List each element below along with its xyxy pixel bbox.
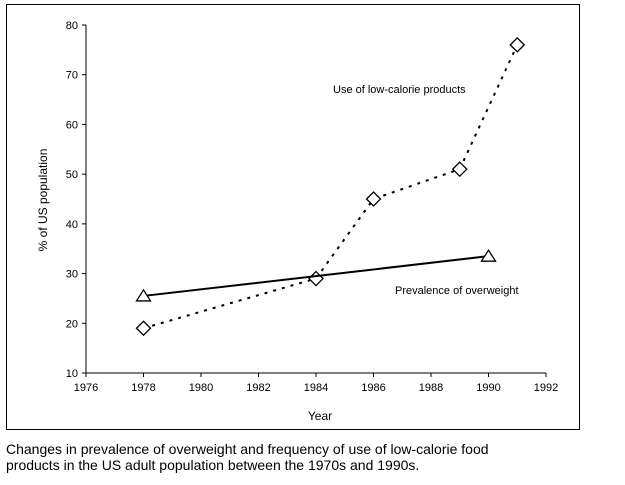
series-line-0 [143,44,519,330]
y-tick-label: 50 [66,169,78,181]
y-tick-label: 10 [66,368,78,380]
data-point-diamond [308,270,324,287]
y-tick-label: 80 [66,20,78,32]
y-tick-label: 60 [66,119,78,131]
figure-frame [6,4,580,430]
x-tick-label: 1988 [419,382,443,394]
series-label-low-calorie: Use of low-calorie products [333,84,466,96]
line-chart: 10 20 30 40 50 60 70 80 1976 1978 1980 1982 1984 198… [36,20,558,423]
data-point-diamond [365,191,382,207]
series-line-1 [143,255,489,297]
x-tick-label: 1980 [189,382,213,394]
y-tick-label: 40 [66,219,78,231]
y-tick-label: 20 [66,318,78,330]
x-tick-label: 1976 [74,382,98,394]
series-group [135,36,526,337]
data-point-triangle [135,288,152,302]
x-tick-label: 1978 [131,382,155,394]
x-axis-ticks: 1976 1978 1980 1982 1984 1986 1988 1990 1992 [74,373,558,394]
x-axis-title: Year [308,409,332,423]
x-tick-label: 1992 [534,382,558,394]
x-tick-label: 1986 [361,382,385,394]
data-point-diamond [135,320,152,337]
data-point-triangle [480,248,497,262]
y-axis-title: % of US population [36,149,50,252]
figure-caption: Changes in prevalence of overweight and … [6,441,489,473]
x-tick-label: 1982 [246,382,270,394]
x-tick-label: 1984 [304,382,328,394]
y-tick-label: 30 [66,269,78,281]
axes [85,25,546,374]
x-tick-label: 1990 [476,382,500,394]
series-label-overweight: Prevalence of overweight [395,285,519,297]
y-axis-ticks: 10 20 30 40 50 60 70 80 [66,20,86,380]
y-tick-label: 70 [66,70,78,82]
data-point-diamond [451,161,468,178]
data-point-diamond [509,36,526,53]
